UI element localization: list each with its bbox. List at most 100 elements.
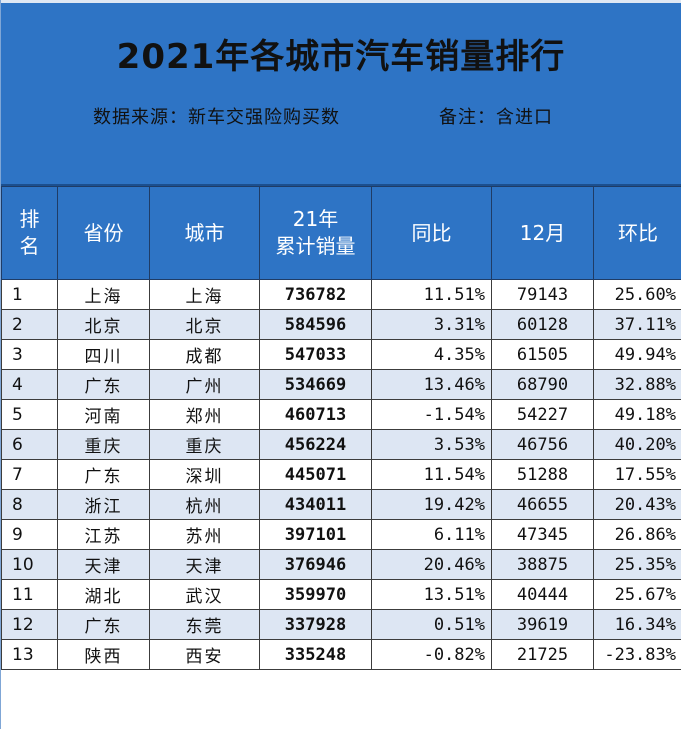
column-header-yoy: 同比 [371,186,492,280]
total-sales-cell: 736782 [259,279,372,310]
yoy-change-cell: 20.46% [371,549,492,580]
mom-change-cell: 25.67% [593,579,681,610]
total-sales-cell: 434011 [259,489,372,520]
mom-change-cell: 20.43% [593,489,681,520]
city-cell: 天津 [149,549,260,580]
province-cell: 广东 [57,609,150,640]
column-header-mom: 环比 [593,186,681,280]
rank-cell: 11 [1,579,58,610]
december-sales-cell: 47345 [491,519,594,550]
data-source-note: 数据来源：新车交强险购买数 [93,107,340,128]
yoy-change-cell: 4.35% [371,339,492,370]
rank-cell: 8 [1,489,58,520]
rank-cell: 2 [1,309,58,340]
table-row: 6 重庆 重庆 456224 3.53% 46756 40.20% [1,429,681,460]
december-sales-cell: 46756 [491,429,594,460]
table-row: 1 上海 上海 736782 11.51% 79143 25.60% [1,279,681,310]
province-cell: 湖北 [57,579,150,610]
yoy-change-cell: 3.53% [371,429,492,460]
mom-change-cell: 16.34% [593,609,681,640]
rank-cell: 13 [1,639,58,670]
yoy-change-cell: -0.82% [371,639,492,670]
mom-change-cell: 26.86% [593,519,681,550]
remark-note: 备注：含进口 [439,107,553,128]
total-sales-cell: 397101 [259,519,372,550]
mom-change-cell: 49.94% [593,339,681,370]
yoy-change-cell: 6.11% [371,519,492,550]
table-body: 1 上海 上海 736782 11.51% 79143 25.60% 2 北京 北京 584596 3… [1,279,681,670]
table-row: 5 河南 郑州 460713 -1.54% 54227 49.18% [1,399,681,430]
december-sales-cell: 54227 [491,399,594,430]
city-cell: 广州 [149,369,260,400]
rank-cell: 9 [1,519,58,550]
december-sales-cell: 46655 [491,489,594,520]
sheet-header: 2021年各城市汽车销量排行 数据来源：新车交强险购买数 备注：含进口 [1,0,681,186]
mom-change-cell: 40.20% [593,429,681,460]
total-sales-cell: 359970 [259,579,372,610]
mom-change-cell: 49.18% [593,399,681,430]
province-cell: 陕西 [57,639,150,670]
december-sales-cell: 40444 [491,579,594,610]
total-sales-cell: 376946 [259,549,372,580]
total-sales-cell: 337928 [259,609,372,640]
yoy-change-cell: 0.51% [371,609,492,640]
city-cell: 重庆 [149,429,260,460]
total-sales-cell: 547033 [259,339,372,370]
mom-change-cell: 32.88% [593,369,681,400]
table-row: 2 北京 北京 584596 3.31% 60128 37.11% [1,309,681,340]
rank-cell: 4 [1,369,58,400]
province-cell: 重庆 [57,429,150,460]
province-cell: 四川 [57,339,150,370]
city-cell: 西安 [149,639,260,670]
city-cell: 武汉 [149,579,260,610]
city-cell: 杭州 [149,489,260,520]
total-sales-cell: 584596 [259,309,372,340]
table-row: 13 陕西 西安 335248 -0.82% 21725 -23.83% [1,639,681,670]
total-sales-cell: 460713 [259,399,372,430]
yoy-change-cell: 13.46% [371,369,492,400]
total-sales-cell: 335248 [259,639,372,670]
city-cell: 深圳 [149,459,260,490]
yoy-change-cell: 13.51% [371,579,492,610]
mom-change-cell: 37.11% [593,309,681,340]
mom-change-cell: 25.60% [593,279,681,310]
yoy-change-cell: -1.54% [371,399,492,430]
city-cell: 北京 [149,309,260,340]
total-sales-cell: 534669 [259,369,372,400]
province-cell: 河南 [57,399,150,430]
table-row: 11 湖北 武汉 359970 13.51% 40444 25.67% [1,579,681,610]
yoy-change-cell: 11.51% [371,279,492,310]
december-sales-cell: 51288 [491,459,594,490]
sheet-title: 2021年各城市汽车销量排行 [116,37,566,77]
december-sales-cell: 21725 [491,639,594,670]
yoy-change-cell: 19.42% [371,489,492,520]
december-sales-cell: 68790 [491,369,594,400]
rank-cell: 12 [1,609,58,640]
table-row: 4 广东 广州 534669 13.46% 68790 32.88% [1,369,681,400]
rank-cell: 1 [1,279,58,310]
yoy-change-cell: 3.31% [371,309,492,340]
december-sales-cell: 38875 [491,549,594,580]
mom-change-cell: 25.35% [593,549,681,580]
column-header-rank: 排名 [1,186,58,280]
province-cell: 北京 [57,309,150,340]
city-cell: 东莞 [149,609,260,640]
rank-cell: 6 [1,429,58,460]
city-cell: 郑州 [149,399,260,430]
city-cell: 成都 [149,339,260,370]
table-row: 9 江苏 苏州 397101 6.11% 47345 26.86% [1,519,681,550]
rank-cell: 7 [1,459,58,490]
yoy-change-cell: 11.54% [371,459,492,490]
table-header-row: 排名 省份 城市 21年 累计销量 同比 12月 环比 [1,186,681,280]
column-header-province: 省份 [57,186,150,280]
province-cell: 江苏 [57,519,150,550]
province-cell: 广东 [57,369,150,400]
december-sales-cell: 60128 [491,309,594,340]
ranking-table: 排名 省份 城市 21年 累计销量 同比 12月 环比 1 上海 上海 736782 11… [1,186,681,670]
december-sales-cell: 79143 [491,279,594,310]
city-cell: 上海 [149,279,260,310]
mom-change-cell: -23.83% [593,639,681,670]
province-cell: 广东 [57,459,150,490]
rank-cell: 5 [1,399,58,430]
